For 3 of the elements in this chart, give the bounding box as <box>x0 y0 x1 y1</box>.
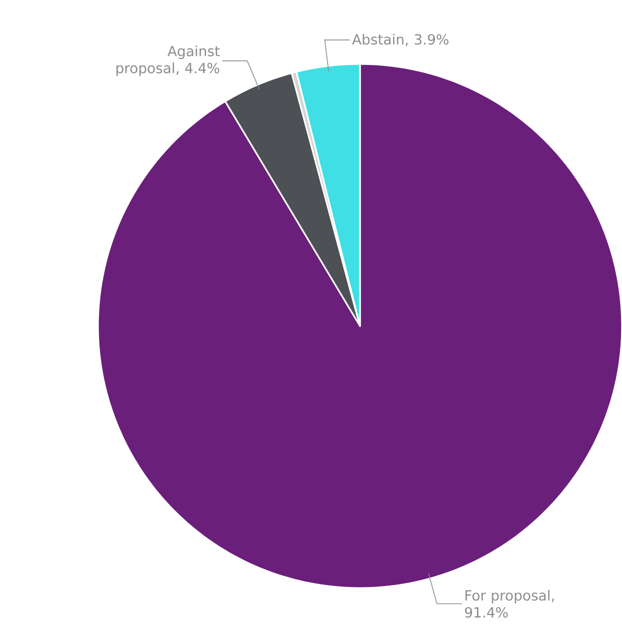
slice-label: For proposal, 91.4% <box>464 590 554 618</box>
slice-label: Abstain, 3.9% <box>352 34 448 46</box>
slice-label: Against proposal, 4.4% <box>116 46 220 76</box>
